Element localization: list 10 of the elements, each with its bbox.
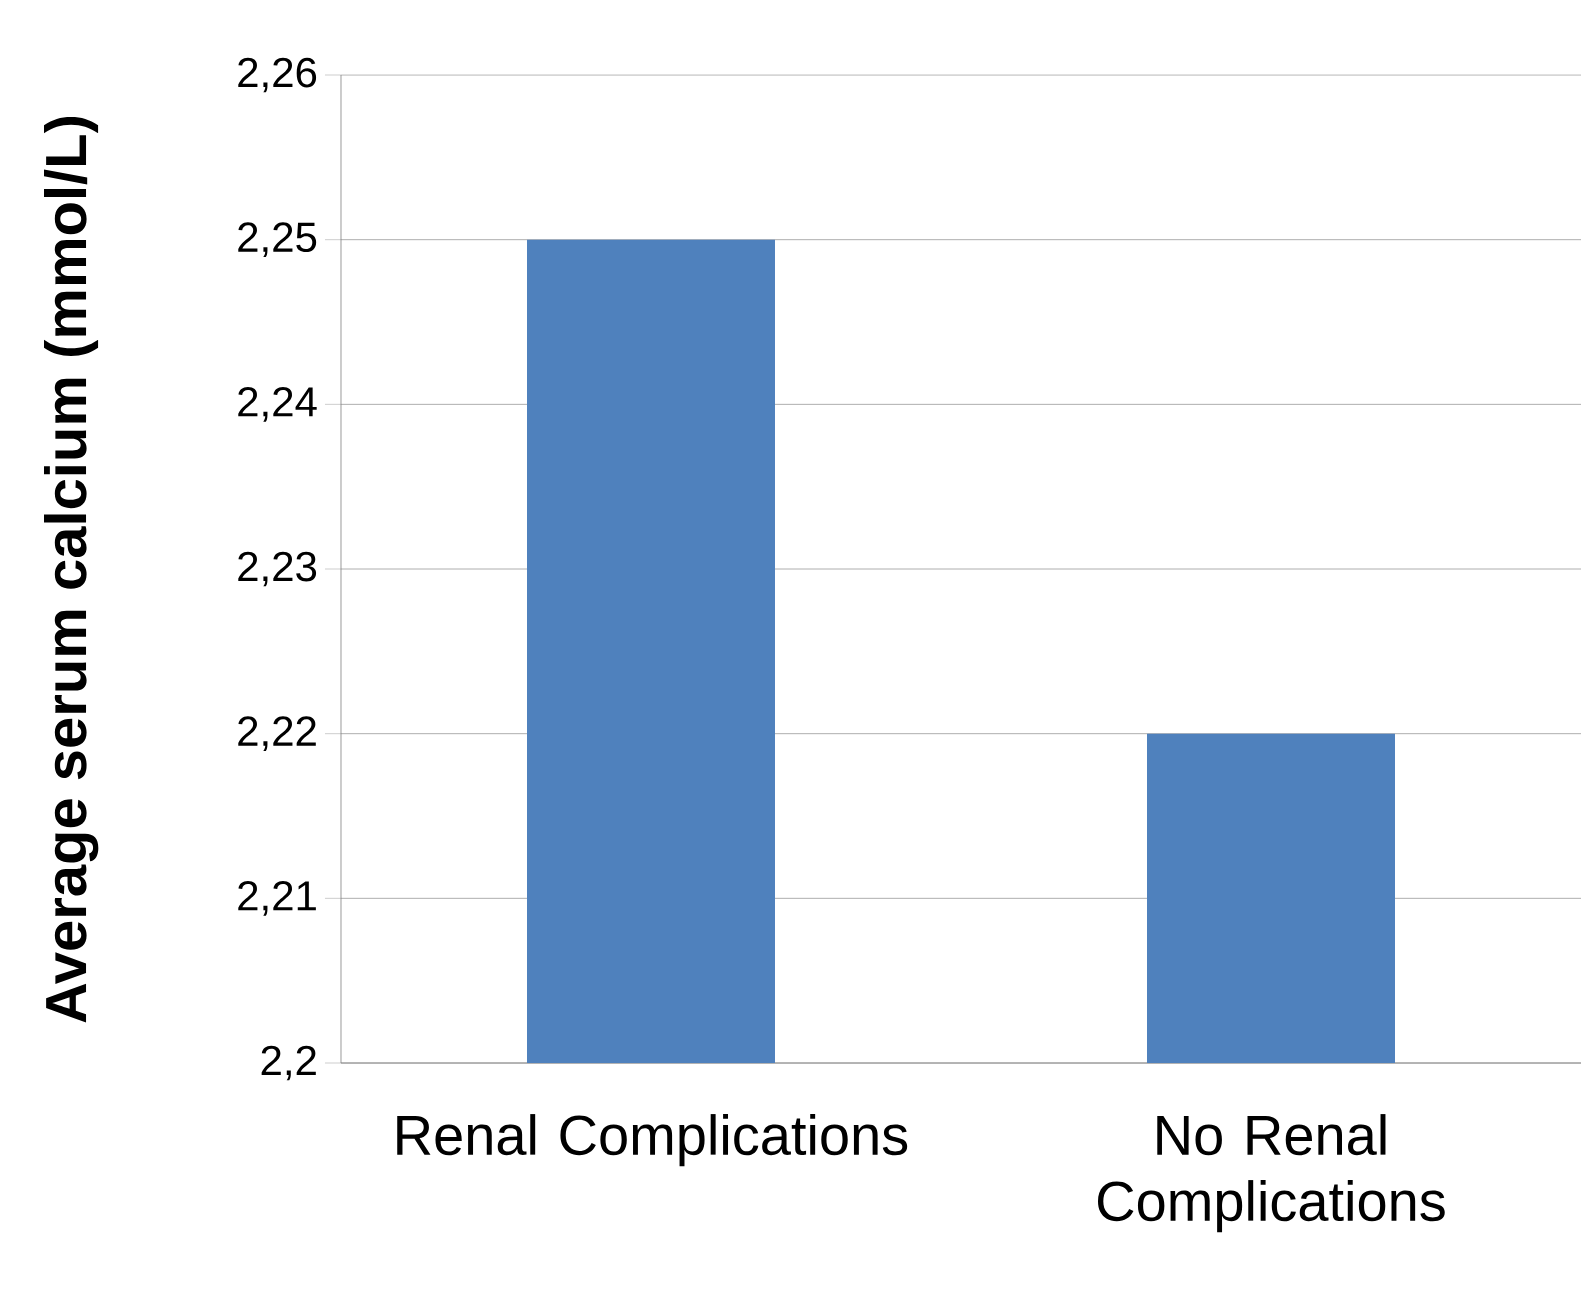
y-tick-label: 2,2 — [261, 1045, 316, 1081]
y-axis-title: Average serum calcium (mmol/L) — [44, 116, 99, 1023]
y-tick-label: 2,22 — [238, 716, 316, 752]
y-tick-label: 2,24 — [238, 386, 317, 422]
x-tick-label: Renal Complications — [397, 1114, 908, 1167]
y-tick-label: 2,21 — [238, 880, 316, 916]
y-tick-label: 2,26 — [238, 57, 317, 93]
x-tick-label: No Renal Complications — [1098, 1114, 1445, 1233]
y-tick-label: 2,25 — [238, 222, 317, 258]
y-tick-label: 2,23 — [238, 551, 317, 587]
